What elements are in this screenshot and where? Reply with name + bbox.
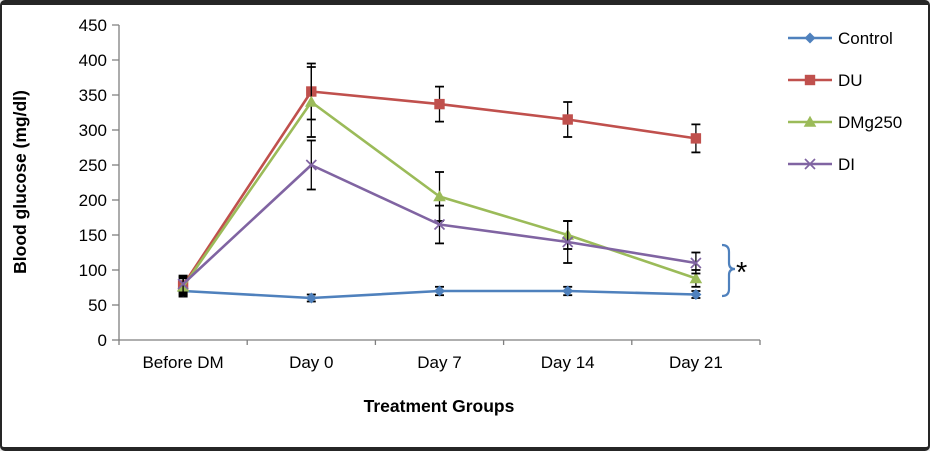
data-point-control xyxy=(690,289,702,300)
data-point-control xyxy=(305,292,317,304)
legend-x-icon xyxy=(804,158,816,170)
significance-asterisk: * xyxy=(736,257,747,289)
data-point-di xyxy=(562,236,574,248)
data-point-dmg250 xyxy=(305,95,318,107)
y-tick-label: 200 xyxy=(79,191,107,210)
legend-triangle-icon xyxy=(803,115,817,127)
data-point-di xyxy=(305,159,317,171)
data-point-du xyxy=(690,133,702,144)
y-tick-label: 400 xyxy=(79,51,107,70)
x-category-label: Day 0 xyxy=(289,353,333,372)
data-point-control xyxy=(434,285,445,297)
line-chart: 0 50 100 150 200 250 300 350 400 450 Before DM Day … xyxy=(10,16,902,416)
data-point-di xyxy=(177,278,189,290)
legend-square-icon xyxy=(804,74,816,86)
legend-item-dmg250: DMg250 xyxy=(788,113,902,132)
data-point-du xyxy=(562,114,573,125)
y-tick-label: 100 xyxy=(79,261,107,280)
y-tick-label: 250 xyxy=(79,156,107,175)
y-tick-label: 150 xyxy=(79,226,107,245)
data-point-dmg250 xyxy=(433,190,446,202)
legend-label: DMg250 xyxy=(838,113,902,132)
y-tick-label: 300 xyxy=(79,121,107,140)
x-axis-title: Treatment Groups xyxy=(364,396,515,416)
x-category-label: Day 7 xyxy=(417,353,461,372)
data-point-control xyxy=(562,285,574,297)
y-axis-title: Blood glucose (mg/dl) xyxy=(10,90,30,274)
legend: Control DU DMg250 DI xyxy=(788,29,902,174)
data-point-du xyxy=(434,98,445,110)
x-category-label: Day 21 xyxy=(669,353,723,372)
y-tick-label: 450 xyxy=(79,16,107,35)
x-category-label: Before DM xyxy=(142,353,223,372)
data-point-di xyxy=(433,218,446,231)
legend-item-control: Control xyxy=(788,29,893,48)
legend-diamond-icon xyxy=(804,32,816,44)
significance-bracket xyxy=(721,243,736,298)
data-point-dmg250 xyxy=(689,272,703,284)
legend-label: DU xyxy=(838,71,863,90)
legend-label: DI xyxy=(838,155,855,174)
legend-item-du: DU xyxy=(788,71,863,90)
legend-label: Control xyxy=(838,29,893,48)
y-tick-label: 50 xyxy=(88,296,107,315)
series-di xyxy=(177,139,702,294)
plot-area: 0 50 100 150 200 250 300 350 400 450 Before DM Day … xyxy=(79,16,761,372)
y-tick-label: 0 xyxy=(98,331,107,350)
x-category-label: Day 14 xyxy=(541,353,595,372)
data-point-di xyxy=(690,257,702,269)
legend-item-di: DI xyxy=(788,155,855,174)
y-tick-label: 350 xyxy=(79,86,107,105)
series-control xyxy=(177,284,702,304)
